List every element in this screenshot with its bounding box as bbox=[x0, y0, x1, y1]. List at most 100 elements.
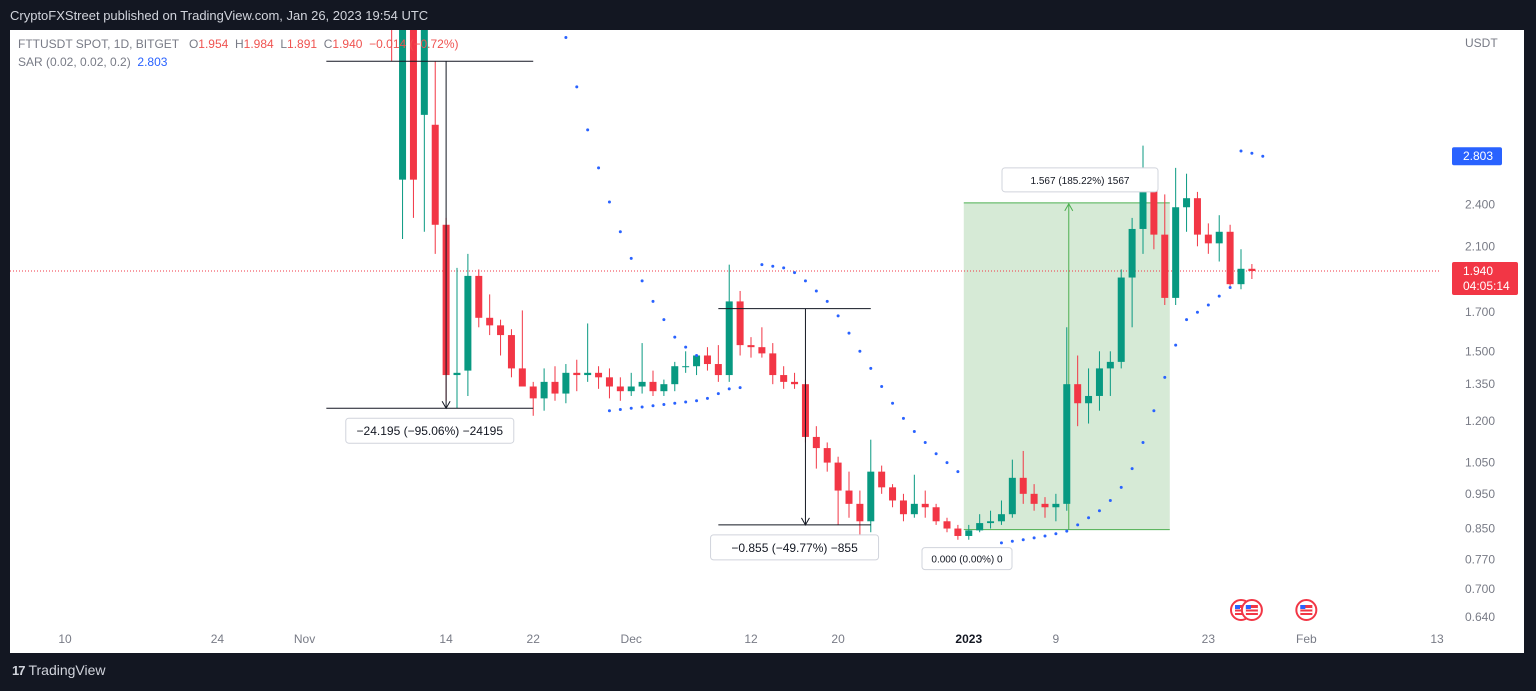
flag-stripe bbox=[1245, 608, 1258, 610]
time-tick-label: 22 bbox=[527, 632, 541, 646]
candle-body bbox=[453, 372, 461, 376]
candle-body bbox=[769, 353, 777, 376]
candle bbox=[921, 490, 929, 518]
candle bbox=[1226, 224, 1234, 286]
candle bbox=[834, 456, 842, 525]
candle bbox=[584, 323, 592, 382]
candle bbox=[638, 343, 646, 394]
candle-body bbox=[464, 275, 472, 371]
sar-dot bbox=[618, 407, 622, 411]
sar-dot bbox=[607, 409, 611, 413]
sar-dot bbox=[651, 299, 655, 303]
axis-currency-label: USDT bbox=[1465, 36, 1498, 50]
price-tick-label: 0.640 bbox=[1465, 610, 1495, 624]
candle bbox=[540, 368, 548, 411]
current-price-label: 1.940 bbox=[1463, 264, 1493, 278]
candle bbox=[507, 329, 515, 378]
candlestick-chart[interactable]: −24.195 (−95.06%) −24195 −0.855 (−49.77%)… bbox=[10, 30, 1524, 653]
footer-brand[interactable]: 17 TradingView bbox=[12, 662, 106, 678]
candle-body bbox=[867, 471, 875, 522]
candle-body bbox=[1008, 477, 1016, 515]
candle-body bbox=[714, 364, 722, 376]
sar-dot bbox=[1054, 532, 1058, 536]
range-top-label: 1.567 (185.22%) 1567 bbox=[1031, 176, 1130, 187]
sar-dot bbox=[858, 349, 862, 353]
range-top-label-box bbox=[1001, 167, 1159, 193]
sar-dot bbox=[880, 384, 884, 388]
sar-dot bbox=[901, 416, 905, 420]
candle-body bbox=[660, 384, 668, 392]
candle bbox=[1237, 249, 1245, 290]
time-tick-label: 10 bbox=[58, 632, 72, 646]
candle bbox=[464, 253, 472, 396]
candle-body bbox=[823, 448, 831, 463]
candle-body bbox=[1161, 234, 1169, 298]
candle-body bbox=[747, 345, 755, 348]
sar-dot bbox=[999, 541, 1003, 545]
price-tick-label: 1.350 bbox=[1465, 377, 1495, 391]
candle-body bbox=[812, 436, 820, 449]
candle-body bbox=[595, 372, 603, 378]
candle-body bbox=[1019, 477, 1027, 494]
candle-body bbox=[997, 514, 1005, 522]
candle bbox=[1008, 459, 1016, 518]
close-label: C bbox=[323, 37, 333, 51]
open-value: 1.954 bbox=[198, 37, 229, 51]
candle bbox=[889, 484, 897, 508]
tradingview-logo-icon: 17 bbox=[12, 662, 26, 678]
price-tick-label: 2.400 bbox=[1465, 198, 1495, 212]
sar-dot bbox=[684, 345, 688, 349]
measure-arrow-head bbox=[801, 517, 810, 526]
flag-canton bbox=[1300, 605, 1306, 609]
candle bbox=[1019, 450, 1027, 504]
candle bbox=[409, 30, 417, 218]
candle bbox=[1074, 355, 1082, 427]
candle-body bbox=[1226, 231, 1234, 285]
candle-body bbox=[932, 507, 940, 522]
candle-body bbox=[856, 503, 864, 522]
current-price-badge bbox=[1452, 262, 1518, 296]
sar-dot bbox=[760, 263, 764, 267]
candle bbox=[1030, 484, 1038, 511]
candle bbox=[878, 465, 886, 494]
candle-body bbox=[1237, 268, 1245, 285]
sar-dot bbox=[564, 36, 568, 40]
sar-dot bbox=[1032, 536, 1036, 540]
price-tick-label: 0.950 bbox=[1465, 487, 1495, 501]
candle bbox=[812, 426, 820, 469]
candle-body bbox=[399, 30, 407, 180]
candle-body bbox=[834, 462, 842, 491]
candle bbox=[1215, 215, 1223, 262]
candle bbox=[605, 368, 613, 399]
candle-body bbox=[1215, 231, 1223, 244]
candle bbox=[453, 267, 461, 409]
flag-stripe bbox=[1300, 611, 1313, 613]
sar-dot bbox=[662, 402, 666, 406]
candle bbox=[758, 327, 766, 358]
candle-body bbox=[976, 523, 984, 531]
sar-dot bbox=[575, 85, 579, 89]
chart-pane[interactable]: −24.195 (−95.06%) −24195 −0.855 (−49.77%)… bbox=[10, 30, 1524, 653]
sar-dot bbox=[1119, 485, 1123, 489]
candle bbox=[649, 370, 657, 396]
sar-dot bbox=[814, 289, 818, 293]
sar-dot bbox=[1228, 286, 1232, 290]
candle-body bbox=[507, 335, 515, 369]
candle-body bbox=[1117, 277, 1125, 362]
sar-dot bbox=[847, 331, 851, 335]
price-tick-label: 1.700 bbox=[1465, 305, 1495, 319]
candle-body bbox=[638, 381, 646, 387]
candle bbox=[1161, 194, 1169, 305]
us-flag-icon bbox=[1295, 599, 1318, 621]
candle bbox=[420, 30, 428, 232]
sar-price-badge bbox=[1452, 147, 1502, 166]
candle bbox=[1085, 368, 1093, 424]
candle bbox=[616, 377, 624, 401]
candle-body bbox=[1128, 228, 1136, 278]
candle-body bbox=[573, 372, 581, 376]
candle-body bbox=[878, 471, 886, 488]
sar-dot bbox=[1108, 498, 1112, 502]
sar-dot bbox=[956, 470, 960, 474]
sar-dot bbox=[912, 430, 916, 434]
sar-dot bbox=[607, 200, 611, 204]
